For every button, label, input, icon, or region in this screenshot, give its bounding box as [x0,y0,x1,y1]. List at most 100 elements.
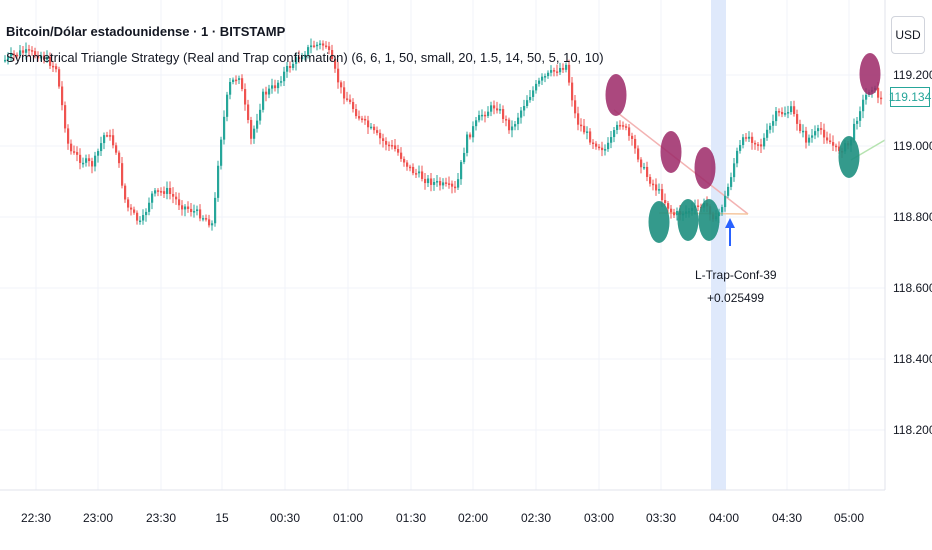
candle-body [229,82,232,95]
candle-body [217,165,220,198]
highlight-band [711,0,726,490]
candle-body [826,137,829,141]
candle-body [505,119,508,121]
candle-body [646,166,649,177]
candle-body [49,56,52,66]
x-axis: 22:30 23:00 23:30 15 00:30 01:00 01:30 02:00 02:… [21,511,864,525]
candle-body [10,53,13,57]
candle-body [142,215,145,221]
candle-body [757,144,760,146]
candle-body [835,145,838,148]
candle-body [799,123,802,132]
candle-body [148,202,151,212]
x-tick-label: 01:00 [333,511,363,525]
y-tick-label: 118.200 [893,423,932,437]
candle-body [451,183,454,187]
candle-body [334,59,337,69]
currency-button[interactable]: USD [891,16,925,54]
pivot-low-marker [698,199,720,241]
candle-body [181,205,184,210]
x-tick-label: 04:30 [772,511,802,525]
candle-body [664,200,667,204]
candle-body [28,49,31,51]
y-tick-label: 118.800 [893,210,932,224]
candle-body [502,109,505,120]
candle-body [13,53,16,56]
candle-body [58,69,61,87]
candle-body [343,87,346,99]
candle-body [313,45,316,47]
candle-body [208,219,211,226]
candle-body [487,111,490,116]
candles [4,38,883,231]
x-tick-label: 03:00 [584,511,614,525]
candle-body [880,97,883,100]
annotation-value: +0.025499 [707,291,765,305]
candle-body [628,127,631,136]
candle-body [439,181,442,186]
candle-body [82,162,85,165]
candle-body [772,121,775,126]
candle-body [4,59,7,62]
candle-body [412,166,415,174]
candle-body [151,193,154,203]
candle-body [466,134,469,153]
candle-body [514,124,517,127]
candle-body [355,109,358,117]
candle-body [127,199,130,208]
candle-body [325,45,328,48]
candle-body [430,178,433,185]
candle-body [784,113,787,115]
x-tick-label: 22:30 [21,511,51,525]
candle-body [307,47,310,55]
candle-body [727,186,730,196]
candle-body [76,152,79,155]
candle-body [130,207,133,210]
candle-body [157,190,160,192]
candle-body [415,173,418,175]
candle-body [814,131,817,136]
candle-body [385,141,388,145]
candle-body [235,79,238,82]
candle-body [346,98,349,100]
candle-body [484,114,487,117]
candle-body [448,183,451,185]
candle-body [442,182,445,186]
candle-body [529,96,532,101]
candle-body [490,105,493,112]
candle-body [754,142,757,145]
candle-body [739,145,742,151]
candle-body [34,51,37,56]
candle-body [337,68,340,83]
candle-body [526,100,529,107]
candle-body [118,152,121,164]
candle-body [589,131,592,143]
candle-body [7,56,10,60]
candle-body [796,114,799,124]
candle-body [352,101,355,110]
candle-body [241,78,244,90]
candle-body [394,145,397,150]
candle-body [55,66,58,70]
candle-body [91,161,94,167]
candle-body [856,120,859,124]
candle-body [817,128,820,132]
y-tick-label: 118.400 [893,352,932,366]
candle-body [115,145,118,153]
candle-body [610,137,613,143]
candle-body [283,71,286,82]
candle-body [265,91,268,95]
candle-body [781,111,784,115]
candle-body [433,181,436,185]
candle-body [40,55,43,59]
candle-body [496,108,499,111]
candle-body [253,128,256,139]
candle-body [673,212,676,216]
candle-body [640,159,643,168]
strategy-title: Symmetrical Triangle Strategy (Real and … [6,50,604,65]
candle-body [457,179,460,188]
candle-body [520,110,523,118]
candle-body [544,76,547,78]
x-tick-label: 02:00 [458,511,488,525]
